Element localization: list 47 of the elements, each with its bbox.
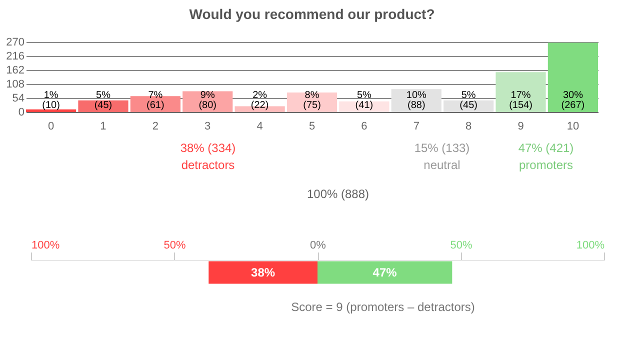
y-tick-label: 216 bbox=[6, 50, 24, 62]
x-tick-label: 4 bbox=[256, 120, 263, 132]
data-label: 30% (267) bbox=[561, 90, 585, 111]
x-tick-label: 100% bbox=[576, 240, 605, 252]
text: detractors bbox=[181, 158, 235, 172]
x-tick-label: 8 bbox=[466, 120, 472, 132]
bar bbox=[548, 42, 598, 112]
data-label: 7% (61) bbox=[146, 90, 164, 111]
data-label: 5% (41) bbox=[355, 90, 374, 111]
data-label: 8% (75) bbox=[303, 90, 321, 111]
chart-title: Would you recommend our product? bbox=[189, 6, 435, 22]
data-label: 5% (45) bbox=[94, 90, 112, 111]
x-tick-label: 5 bbox=[308, 120, 316, 132]
text: promoters bbox=[518, 158, 574, 172]
x-tick-label: 0 bbox=[48, 120, 54, 132]
text: 15% (133) bbox=[414, 141, 470, 155]
y-tick-label: 162 bbox=[6, 64, 24, 76]
text: neutral bbox=[424, 158, 460, 172]
x-tick-label: 1 bbox=[100, 120, 106, 132]
x-tick-label: 9 bbox=[518, 120, 524, 132]
x-tick-label: 50% bbox=[164, 240, 186, 252]
x-tick-label: 100% bbox=[32, 240, 60, 252]
x-tick-label: 7 bbox=[413, 120, 420, 132]
data-label: 2% (22) bbox=[250, 90, 269, 111]
data-label: 9% (80) bbox=[198, 90, 217, 111]
data-label: 47% bbox=[372, 266, 398, 280]
y-tick-label: 108 bbox=[6, 78, 24, 90]
x-tick-label: 2 bbox=[152, 120, 158, 132]
x-tick-label: 50% bbox=[450, 240, 472, 252]
x-tick-label: 3 bbox=[204, 120, 211, 132]
data-label: 17% (154) bbox=[509, 90, 532, 111]
bar bbox=[26, 109, 76, 112]
text: 100% (888) bbox=[306, 187, 370, 201]
annotation: Score = 9 (promoters – detractors) bbox=[291, 300, 475, 314]
bar bbox=[496, 72, 546, 112]
y-tick-label: 270 bbox=[6, 36, 24, 48]
text: 38% (334) bbox=[180, 141, 236, 155]
data-label: 10% (88) bbox=[406, 90, 426, 111]
x-tick-label: 0% bbox=[310, 240, 326, 252]
data-label: 38% bbox=[251, 266, 276, 280]
data-label: 1% (10) bbox=[42, 90, 60, 111]
x-tick-label: 6 bbox=[361, 120, 368, 132]
y-tick-label: 54 bbox=[12, 92, 24, 104]
data-label: 5% (45) bbox=[460, 90, 478, 111]
y-tick-label: 0 bbox=[18, 106, 24, 118]
x-tick-label: 10 bbox=[566, 120, 580, 132]
text: 47% (421) bbox=[518, 141, 574, 155]
